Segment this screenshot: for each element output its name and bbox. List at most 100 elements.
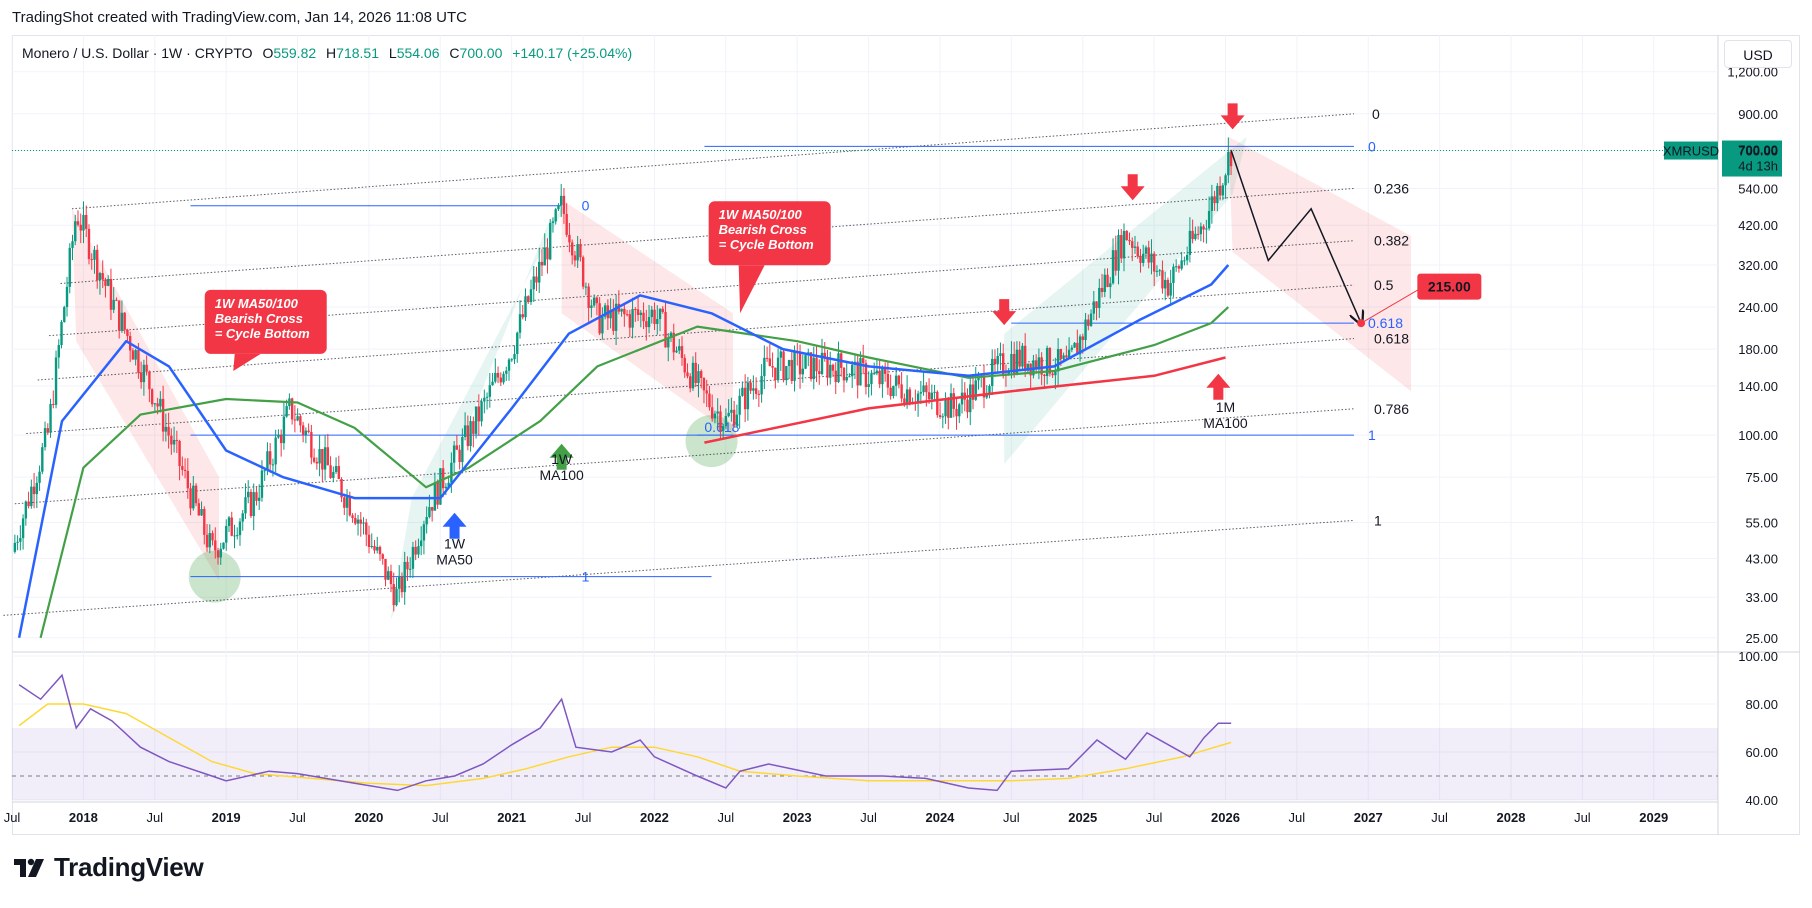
candle-body — [584, 286, 588, 288]
fib-channel-label: 0.382 — [1374, 233, 1409, 249]
candle-body — [230, 517, 233, 536]
candle-body — [293, 419, 297, 421]
candle-body — [398, 576, 401, 589]
bearish-channel — [561, 199, 733, 436]
candle-body — [310, 432, 313, 458]
candle-body — [46, 428, 50, 433]
target-price-badge — [1417, 273, 1482, 300]
candle-body — [439, 468, 442, 505]
candle-body — [793, 350, 796, 381]
candle-body — [134, 350, 137, 360]
candle-body — [776, 357, 780, 381]
candle-body — [447, 482, 450, 487]
candle-body — [175, 439, 179, 441]
candle-body — [941, 416, 945, 418]
candle-body — [765, 357, 769, 359]
last-price-badge — [1722, 140, 1782, 177]
candle-body — [1177, 266, 1181, 269]
candle-body — [1037, 357, 1041, 370]
candle-body — [1062, 355, 1065, 359]
candle-body — [32, 486, 36, 495]
candle-body — [170, 435, 173, 445]
rsi-band — [12, 728, 1718, 800]
candle-body — [296, 416, 299, 421]
candle-body — [672, 332, 675, 353]
candle-body — [260, 470, 264, 498]
annotation-line: MA50 — [436, 552, 473, 568]
candle-body — [798, 353, 802, 375]
price-axis-label: 240.00 — [1738, 300, 1778, 315]
candle-body — [1131, 241, 1134, 248]
annotation-line: 1W — [444, 536, 466, 552]
fib-channel-line — [60, 187, 1354, 284]
top-arrow-icon — [992, 299, 1017, 326]
candle-body — [96, 249, 99, 281]
candle-body — [905, 389, 909, 405]
candle-body — [900, 384, 903, 399]
candle-body — [35, 482, 39, 495]
candle-body — [661, 308, 664, 312]
candle-body — [93, 249, 96, 260]
candle-body — [406, 561, 409, 570]
candle-body — [516, 332, 519, 354]
fib-channel-label: 1 — [1374, 512, 1382, 528]
candle-body — [631, 309, 634, 328]
candle-body — [1194, 233, 1197, 240]
candle-body — [1205, 228, 1208, 230]
candle-body — [568, 234, 571, 243]
candle-body — [702, 378, 706, 391]
rsi-ma-line — [18, 703, 1232, 787]
time-axis-label: 2019 — [212, 810, 241, 825]
cycle-bottom-callout-2022-pointer — [738, 265, 765, 314]
candle-body — [400, 576, 404, 593]
candle-body — [109, 279, 113, 310]
candle-body — [642, 312, 645, 322]
candle-body — [977, 377, 980, 381]
cycle-bottom-callout-2018 — [204, 289, 327, 354]
candle-body — [131, 350, 135, 360]
symbol-badge-text: XMRUSD — [1663, 144, 1719, 159]
candle-body — [356, 519, 360, 524]
candle-body — [785, 366, 788, 381]
fib-retracement-label: 0 — [1368, 138, 1376, 154]
candle-body — [370, 546, 373, 548]
candle-body — [782, 351, 785, 381]
symbol-badge — [1664, 141, 1718, 160]
candle-body — [878, 370, 881, 385]
candle-body — [203, 509, 206, 535]
candle-body — [359, 519, 362, 524]
candle-body — [919, 392, 923, 394]
callout-line: = Cycle Bottom — [215, 326, 310, 341]
candle-body — [565, 213, 568, 235]
candle-body — [927, 392, 931, 400]
candle-body — [933, 391, 936, 393]
candle-body — [859, 358, 862, 386]
tradingview-logo[interactable]: TradingView — [14, 852, 204, 883]
candle-body — [861, 358, 865, 364]
candle-body — [178, 440, 181, 467]
candle-body — [960, 392, 964, 405]
top-arrow-icon — [1120, 174, 1145, 201]
candle-body — [348, 496, 351, 516]
candle-body — [247, 491, 250, 498]
candle-body — [881, 368, 884, 385]
candle-body — [112, 299, 115, 310]
candle-body — [694, 362, 697, 384]
currency-button[interactable]: USD — [1724, 40, 1792, 68]
candle-body — [252, 492, 255, 517]
candle-body — [820, 352, 824, 375]
ohlc-high: H718.51 — [326, 45, 379, 61]
candle-body — [1221, 185, 1225, 196]
candle-body — [645, 321, 648, 328]
candle-body — [1183, 260, 1186, 262]
candle-body — [255, 492, 258, 501]
candle-body — [708, 393, 711, 408]
candle-body — [1015, 349, 1019, 374]
candle-body — [752, 388, 755, 391]
candle-body — [1169, 283, 1172, 296]
candle-body — [139, 372, 143, 383]
candle-body — [620, 308, 623, 312]
candle-body — [321, 449, 324, 470]
candle-body — [1216, 185, 1219, 204]
